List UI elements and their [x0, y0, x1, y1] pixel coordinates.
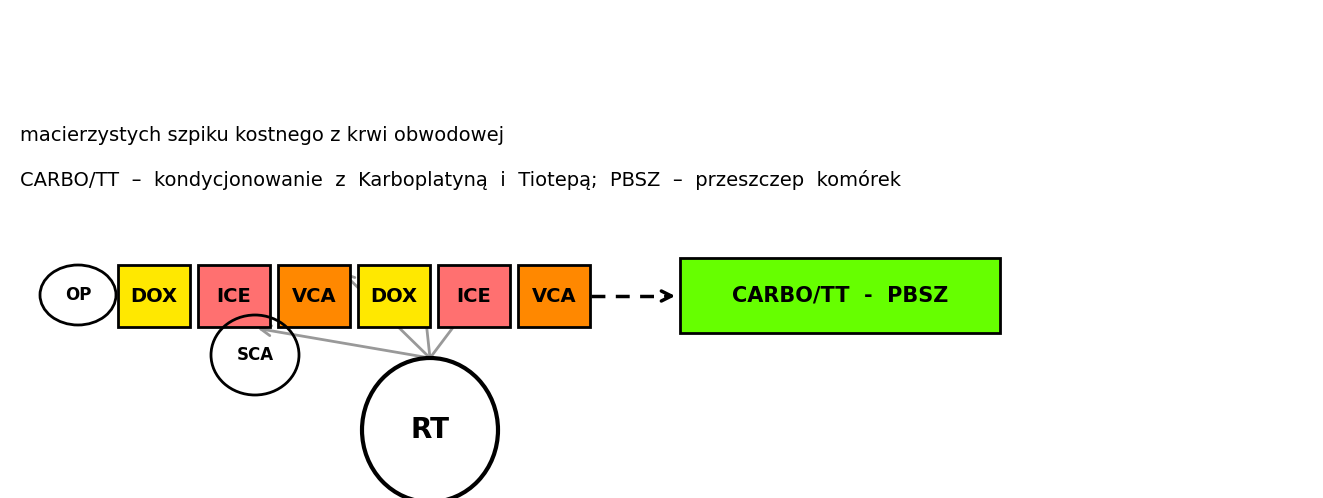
Text: VCA: VCA — [291, 286, 336, 305]
Text: CARBO/TT  -  PBSZ: CARBO/TT - PBSZ — [732, 285, 949, 305]
Text: DOX: DOX — [370, 286, 418, 305]
Text: SCA: SCA — [237, 346, 274, 364]
Text: macierzystych szpiku kostnego z krwi obwodowej: macierzystych szpiku kostnego z krwi obw… — [20, 125, 504, 144]
FancyBboxPatch shape — [359, 265, 430, 327]
Text: RT: RT — [410, 416, 450, 444]
FancyBboxPatch shape — [519, 265, 590, 327]
Text: CARBO/TT  –  kondycjonowanie  z  Karboplatyną  i  Tiotepą;  PBSZ  –  przeszczep : CARBO/TT – kondycjonowanie z Karboplatyn… — [20, 170, 901, 190]
Text: VCA: VCA — [532, 286, 577, 305]
Text: DOX: DOX — [131, 286, 177, 305]
FancyBboxPatch shape — [278, 265, 351, 327]
Text: ICE: ICE — [217, 286, 251, 305]
FancyBboxPatch shape — [118, 265, 191, 327]
Text: ICE: ICE — [456, 286, 491, 305]
Text: OP: OP — [65, 286, 91, 304]
FancyBboxPatch shape — [198, 265, 270, 327]
FancyBboxPatch shape — [680, 258, 1000, 333]
FancyBboxPatch shape — [438, 265, 509, 327]
